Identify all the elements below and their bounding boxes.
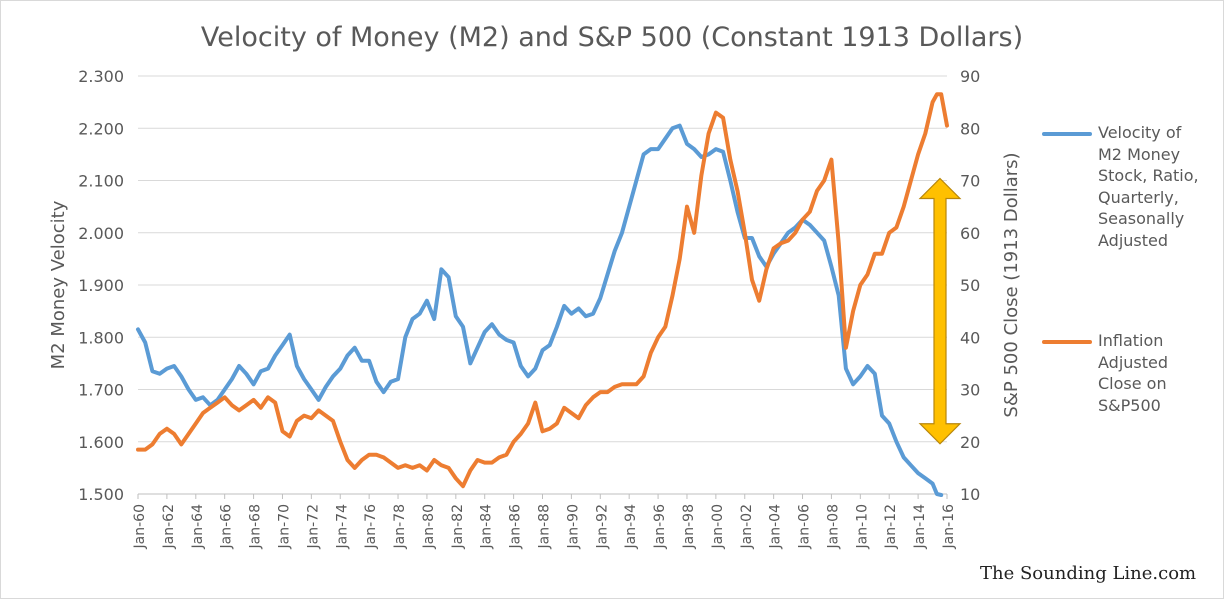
x-tick-label: Jan-64: [190, 504, 206, 550]
legend-line: Adjusted: [1098, 352, 1169, 372]
x-tick-label: Jan-84: [479, 504, 495, 550]
y-right-axis-title: S&P 500 Close (1913 Dollars): [1001, 152, 1022, 417]
y-right-tick-label: 50: [960, 276, 980, 295]
y-right-tick-label: 90: [960, 67, 980, 86]
x-tick-label: Jan-88: [537, 504, 553, 549]
y-right-tick-label: 20: [960, 433, 980, 452]
legend-label-velocity: Velocity of M2 Money Stock, Ratio, Quart…: [1098, 122, 1218, 251]
y-left-tick-label: 1.500: [78, 485, 124, 504]
y-right-tick-label: 10: [960, 485, 980, 504]
x-tick-label: Jan-74: [334, 504, 350, 550]
x-tick-label: Jan-06: [797, 504, 813, 550]
x-tick-label: Jan-60: [132, 504, 148, 549]
series-line-sp500: [136, 92, 949, 489]
x-tick-label: Jan-92: [594, 504, 610, 549]
x-tick-label: Jan-86: [508, 504, 524, 550]
x-tick-label: Jan-14: [912, 504, 928, 550]
x-tick-label: Jan-00: [710, 504, 726, 549]
y-right-tick-label: 70: [960, 172, 980, 191]
x-tick-label: Jan-82: [450, 504, 466, 549]
y-left-tick-label: 1.600: [78, 433, 124, 452]
legend-line: Quarterly,: [1098, 187, 1179, 207]
y-left-tick-label: 1.900: [78, 276, 124, 295]
x-tick-label: Jan-02: [739, 504, 755, 549]
legend-line: S&P500: [1098, 395, 1161, 415]
y-left-axis-title: M2 Money Velocity: [48, 200, 69, 369]
y-left-tick-label: 2.300: [78, 67, 124, 86]
legend-line: Velocity of: [1098, 123, 1182, 142]
x-tick-label: Jan-12: [883, 504, 899, 549]
y-left-tick-label: 1.700: [78, 381, 124, 400]
y-right-tick-label: 80: [960, 119, 980, 138]
annotation-double-arrow: [918, 177, 962, 445]
legend-line: Close on: [1098, 374, 1167, 393]
x-tick-label: Jan-62: [161, 504, 177, 549]
x-tick-label: Jan-10: [854, 504, 870, 549]
series-line-velocity: [136, 123, 944, 497]
x-tick-label: Jan-66: [219, 504, 235, 550]
x-tick-label: Jan-70: [276, 504, 292, 549]
legend-line: Adjusted: [1098, 230, 1169, 250]
y-left-tick-label: 2.100: [78, 172, 124, 191]
x-tick-label: Jan-98: [681, 504, 697, 549]
watermark: The Sounding Line.com: [980, 563, 1197, 584]
y-right-tick-label: 40: [960, 328, 980, 347]
x-tick-label: Jan-90: [565, 504, 581, 549]
legend-line: Seasonally: [1098, 209, 1185, 228]
y-right-tick-label: 30: [960, 381, 980, 400]
y-left-tick-label: 2.200: [78, 119, 124, 138]
legend-swatch-velocity: [1042, 132, 1092, 136]
x-tick-label: Jan-08: [825, 504, 841, 549]
x-tick-label: Jan-04: [768, 504, 784, 550]
y-left-tick-label: 2.000: [78, 224, 124, 243]
x-tick-label: Jan-94: [623, 504, 639, 550]
x-tick-label: Jan-96: [652, 504, 668, 550]
chart-title: Velocity of Money (M2) and S&P 500 (Cons…: [200, 22, 1024, 53]
y-right-tick-label: 60: [960, 224, 980, 243]
x-tick-label: Jan-78: [392, 504, 408, 549]
x-tick-label: Jan-80: [421, 504, 437, 549]
legend-line: Stock, Ratio,: [1098, 166, 1199, 185]
y-left-tick-label: 1.800: [78, 328, 124, 347]
x-tick-label: Jan-72: [305, 504, 321, 549]
x-tick-label: Jan-68: [248, 504, 264, 549]
legend-label-sp500: Inflation Adjusted Close on S&P500: [1098, 330, 1218, 416]
legend-line: M2 Money: [1098, 144, 1181, 164]
x-tick-label: Jan-76: [363, 504, 379, 550]
x-tick-label: Jan-16: [941, 504, 957, 550]
legend-line: Inflation: [1098, 331, 1164, 350]
legend-swatch-sp500: [1042, 340, 1092, 344]
